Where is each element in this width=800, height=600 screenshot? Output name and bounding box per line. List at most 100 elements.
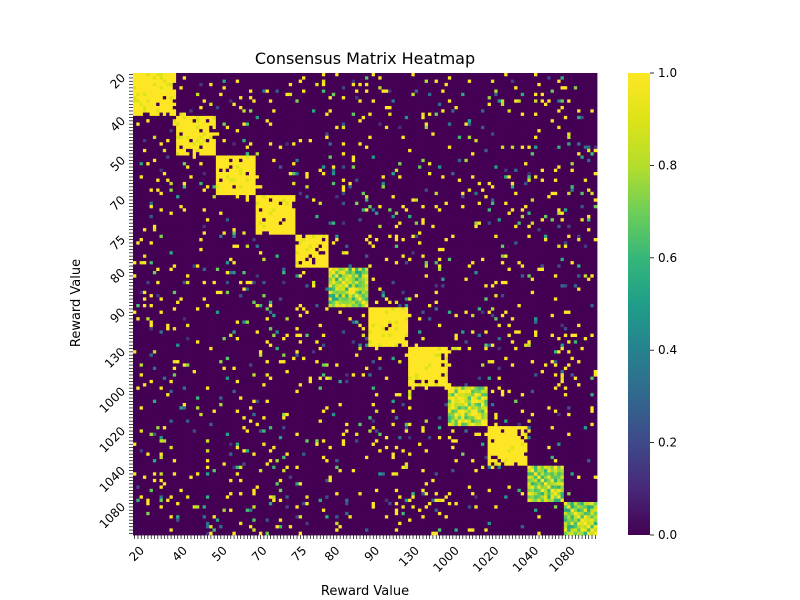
heatmap-cell (222, 169, 226, 173)
heatmap-cell (408, 93, 412, 97)
heatmap-cell (169, 123, 173, 127)
heatmap-cell (199, 185, 203, 189)
heatmap-cell (564, 96, 568, 100)
heatmap-cell (285, 99, 289, 103)
heatmap-cell (179, 103, 183, 107)
heatmap-cell (411, 169, 415, 173)
heatmap-cell (448, 165, 452, 169)
heatmap-cell (577, 165, 581, 169)
heatmap-cell (431, 106, 435, 110)
heatmap-cell (435, 76, 439, 80)
heatmap-cell (494, 162, 498, 166)
heatmap-cell (335, 90, 339, 94)
heatmap-cell (183, 113, 187, 117)
heatmap-cell (561, 179, 565, 183)
heatmap-cell (454, 139, 458, 143)
heatmap-cell (534, 113, 538, 117)
heatmap-cell (570, 175, 574, 179)
heatmap-cell (305, 159, 309, 163)
heatmap-cell (454, 119, 458, 123)
heatmap-cell (236, 113, 240, 117)
heatmap-cell (534, 109, 538, 113)
heatmap-cell (461, 86, 465, 90)
heatmap-cell (448, 189, 452, 193)
heatmap-cell (199, 109, 203, 113)
heatmap-cell (435, 149, 439, 153)
heatmap-cell (544, 139, 548, 143)
heatmap-cell (355, 142, 359, 146)
heatmap-cell (481, 165, 485, 169)
heatmap-cell (541, 119, 545, 123)
heatmap-cell (441, 113, 445, 117)
heatmap-cell (242, 116, 246, 120)
heatmap-cell (256, 119, 260, 123)
heatmap-cell (179, 179, 183, 183)
heatmap-cell (160, 149, 164, 153)
heatmap-cell (382, 106, 386, 110)
heatmap-cell (445, 139, 449, 143)
heatmap-cell (551, 129, 555, 133)
heatmap-cell (418, 149, 422, 153)
heatmap-cell (146, 116, 150, 120)
heatmap-cell (133, 165, 137, 169)
heatmap-cell (398, 119, 402, 123)
heatmap-cell (299, 179, 303, 183)
heatmap-cell (438, 123, 442, 127)
heatmap-cell (590, 109, 594, 113)
heatmap-cell (488, 165, 492, 169)
heatmap-cell (385, 175, 389, 179)
heatmap-cell (163, 129, 167, 133)
heatmap-cell (474, 80, 478, 84)
heatmap-cell (464, 126, 468, 130)
heatmap-cell (305, 172, 309, 176)
heatmap-cell (534, 99, 538, 103)
heatmap-cell (372, 139, 376, 143)
heatmap-cell (193, 90, 197, 94)
heatmap-cell (511, 182, 515, 186)
heatmap-cell (537, 182, 541, 186)
heatmap-cell (209, 113, 213, 117)
heatmap-cell (504, 113, 508, 117)
heatmap-cell (362, 106, 366, 110)
heatmap-cell (570, 165, 574, 169)
heatmap-cell (511, 99, 515, 103)
heatmap-cell (242, 83, 246, 87)
heatmap-cell (567, 80, 571, 84)
heatmap-cell (232, 126, 236, 130)
heatmap-cell (302, 175, 306, 179)
heatmap-cell (375, 80, 379, 84)
heatmap-cell (445, 103, 449, 107)
heatmap-cell (332, 169, 336, 173)
heatmap-cell (375, 73, 379, 77)
heatmap-cell (382, 129, 386, 133)
heatmap-cell (527, 152, 531, 156)
heatmap-cell (156, 80, 160, 84)
heatmap-cell (541, 86, 545, 90)
heatmap-cell (435, 103, 439, 107)
heatmap-cell (289, 146, 293, 150)
heatmap-cell (547, 162, 551, 166)
heatmap-cell (398, 175, 402, 179)
heatmap-cell (431, 86, 435, 90)
heatmap-cell (299, 136, 303, 140)
heatmap-cell (302, 96, 306, 100)
heatmap-cell (395, 142, 399, 146)
heatmap-cell (567, 149, 571, 153)
heatmap-cell (203, 76, 207, 80)
heatmap-cell (514, 179, 518, 183)
heatmap-cell (169, 93, 173, 97)
heatmap-cell (229, 90, 233, 94)
heatmap-cell (266, 73, 270, 77)
heatmap-cell (133, 113, 137, 117)
heatmap-cell (206, 179, 210, 183)
heatmap-cell (232, 119, 236, 123)
heatmap-cell (348, 86, 352, 90)
heatmap-cell (329, 96, 333, 100)
heatmap-cell (577, 83, 581, 87)
heatmap-cell (594, 169, 598, 173)
heatmap-cell (511, 169, 515, 173)
heatmap-cell (425, 179, 429, 183)
heatmap-cell (355, 146, 359, 150)
heatmap-cell (276, 123, 280, 127)
heatmap-cell (160, 152, 164, 156)
